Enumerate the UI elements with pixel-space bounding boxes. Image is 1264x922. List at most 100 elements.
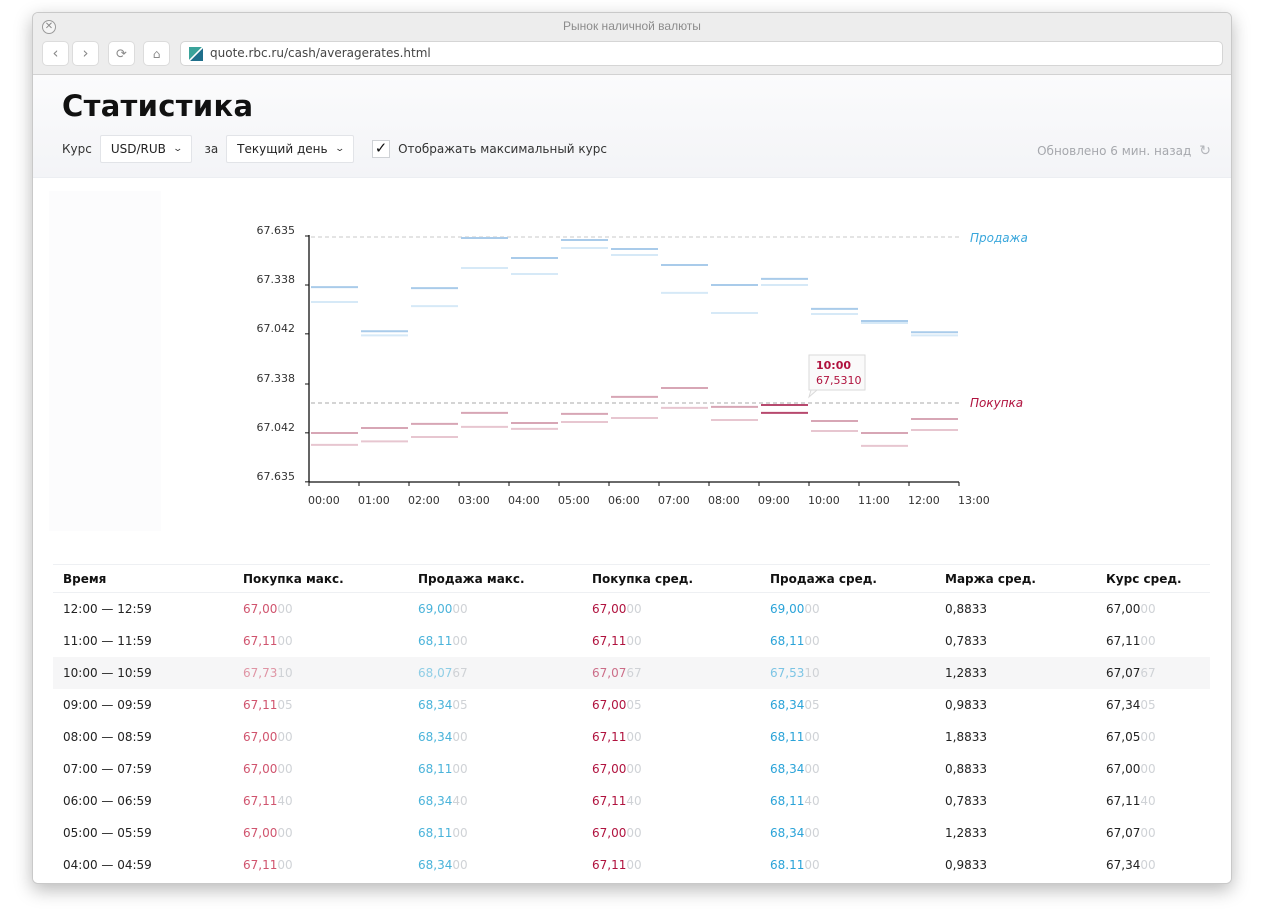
value-tail: 00 [804, 633, 820, 648]
value-main: 0,8833 [945, 761, 987, 776]
cell-time: 07:00 — 07:59 [63, 761, 152, 776]
cell-margin: 0,7833 [935, 625, 1096, 657]
table-row[interactable]: 06:00 — 06:59 67,1140 68,3440 67,1140 68,114… [53, 785, 1210, 817]
cell-sell-avg: 69,0000 [760, 593, 935, 625]
value-tail: 00 [804, 761, 820, 776]
chevron-down-icon: ⌄ [172, 144, 183, 154]
header-time[interactable]: Время [53, 564, 233, 593]
value-main: 68,34 [418, 697, 453, 712]
value-tail: 00 [277, 761, 293, 776]
table-row[interactable]: 08:00 — 08:59 67,0000 68,3400 67,1100 68,110… [53, 721, 1210, 753]
value-tail: 00 [804, 729, 820, 744]
home-button[interactable]: ⌂ [143, 41, 170, 66]
reload-button[interactable]: ⟳ [108, 41, 135, 66]
close-icon[interactable]: ✕ [42, 20, 56, 34]
value-main: 0,8833 [945, 601, 987, 616]
value-main: 67,00 [592, 825, 627, 840]
value-tail: 05 [277, 697, 293, 712]
cell-sell-avg: 68,1140 [760, 785, 935, 817]
cell-time: 05:00 — 05:59 [63, 825, 152, 840]
show-max-label[interactable]: Отображать максимальный курс [398, 142, 607, 156]
back-button[interactable]: ‹ [42, 41, 69, 66]
table-row[interactable]: 05:00 — 05:59 67,0000 68,1100 67,0000 68,340… [53, 817, 1210, 849]
table-row[interactable]: 11:00 — 11:59 67,1100 68,1100 67,1100 68,110… [53, 625, 1210, 657]
cell-margin: 0,8833 [935, 593, 1096, 625]
cell-buy-avg: 67,0005 [582, 689, 760, 721]
header-buy-avg[interactable]: Покупка сред. [582, 564, 760, 593]
value-main: 68,11 [418, 633, 453, 648]
browser-window: ✕ Рынок наличной валюты ‹ › ⟳ ⌂ quote.rb… [32, 12, 1232, 884]
value-main: 67,00 [243, 825, 278, 840]
cell-sell-max: 68,3400 [408, 849, 582, 881]
x-tick-label: 10:00 [808, 494, 840, 507]
value-main: 0,7833 [945, 793, 987, 808]
cell-buy-max: 67,0000 [233, 817, 408, 849]
cell-rate-avg: 67,3405 [1096, 689, 1210, 721]
cell-sell-max: 68,1100 [408, 817, 582, 849]
value-tail: 00 [452, 761, 468, 776]
value-main: 67,11 [1106, 793, 1141, 808]
header-rate-avg[interactable]: Курс сред. [1096, 564, 1210, 593]
value-tail: 00 [277, 857, 293, 872]
table-row[interactable]: 09:00 — 09:59 67,1105 68,3405 67,0005 68,340… [53, 689, 1210, 721]
value-tail: 00 [452, 729, 468, 744]
value-main: 0,9833 [945, 857, 987, 872]
period-select[interactable]: Текущий день ⌄ [226, 135, 355, 163]
header-margin-avg[interactable]: Маржа сред. [935, 564, 1096, 593]
address-bar[interactable]: quote.rbc.ru/cash/averagerates.html [180, 41, 1223, 66]
value-tail: 40 [626, 793, 642, 808]
x-tick-label: 02:00 [408, 494, 440, 507]
show-max-checkbox[interactable]: ✓ [372, 140, 391, 158]
reload-icon: ⟳ [116, 47, 127, 62]
value-main: 67,34 [1106, 857, 1141, 872]
value-tail: 00 [626, 601, 642, 616]
value-main: 67,11 [592, 857, 627, 872]
header-sell-max[interactable]: Продажа макс. [408, 564, 582, 593]
value-main: 67,11 [243, 857, 278, 872]
value-main: 67,53 [770, 665, 805, 680]
value-main: 67,00 [592, 761, 627, 776]
table-row[interactable]: 12:00 — 12:59 67,0000 69,0000 67,0000 69,000… [53, 593, 1210, 625]
home-icon: ⌂ [152, 47, 161, 61]
table-header-row: Время Покупка макс. Продажа макс. Покупк… [53, 564, 1210, 593]
forward-button[interactable]: › [72, 41, 99, 66]
updated-text: Обновлено 6 мин. назад [1037, 144, 1192, 158]
value-main: 68,34 [770, 697, 805, 712]
table-row[interactable]: 04:00 — 04:59 67,1100 68,3400 67,1100 68.110… [53, 849, 1210, 881]
refresh-icon[interactable]: ↻ [1199, 143, 1211, 159]
header-buy-max[interactable]: Покупка макс. [233, 564, 408, 593]
page-content: Статистика Курс USD/RUB ⌄ за Текущий ден… [33, 75, 1231, 883]
value-main: 67,34 [1106, 697, 1141, 712]
value-tail: 10 [277, 665, 293, 680]
updated-status: Обновлено 6 мин. назад ↻ [1037, 143, 1211, 159]
chevron-down-icon: ⌄ [334, 144, 345, 154]
cell-time: 06:00 — 06:59 [63, 793, 152, 808]
value-main: 1,8833 [945, 729, 987, 744]
table-row[interactable]: 10:00 — 10:59 67,7310 68,0767 67,0767 67,531… [53, 656, 1210, 689]
cell-buy-max: 67,7310 [233, 656, 408, 689]
value-main: 68,11 [418, 825, 453, 840]
value-tail: 00 [452, 857, 468, 872]
tooltip-box [808, 354, 866, 391]
cell-buy-max: 67,1100 [233, 849, 408, 881]
table-row[interactable]: 07:00 — 07:59 67,0000 68,1100 67,0000 68,340… [53, 753, 1210, 785]
chart-side-panel [49, 191, 161, 531]
cell-margin: 1,2833 [935, 817, 1096, 849]
cell-margin: 1,8833 [935, 721, 1096, 753]
value-tail: 05 [804, 697, 820, 712]
x-tick-label: 03:00 [458, 494, 490, 507]
value-tail: 00 [1140, 857, 1156, 872]
chevron-left-icon: ‹ [52, 44, 59, 62]
window-title: Рынок наличной валюты [563, 19, 701, 33]
value-tail: 00 [277, 633, 293, 648]
header-sell-avg[interactable]: Продажа сред. [760, 564, 935, 593]
value-tail: 00 [1140, 729, 1156, 744]
value-main: 68.11 [770, 857, 805, 872]
cell-sell-avg: 68.1100 [760, 849, 935, 881]
currency-select[interactable]: USD/RUB ⌄ [99, 135, 193, 163]
value-tail: 40 [804, 793, 820, 808]
value-main: 68,34 [770, 761, 805, 776]
x-tick-label: 01:00 [358, 494, 390, 507]
tooltip-pointer [808, 389, 819, 399]
cell-sell-max: 68,3400 [408, 721, 582, 753]
